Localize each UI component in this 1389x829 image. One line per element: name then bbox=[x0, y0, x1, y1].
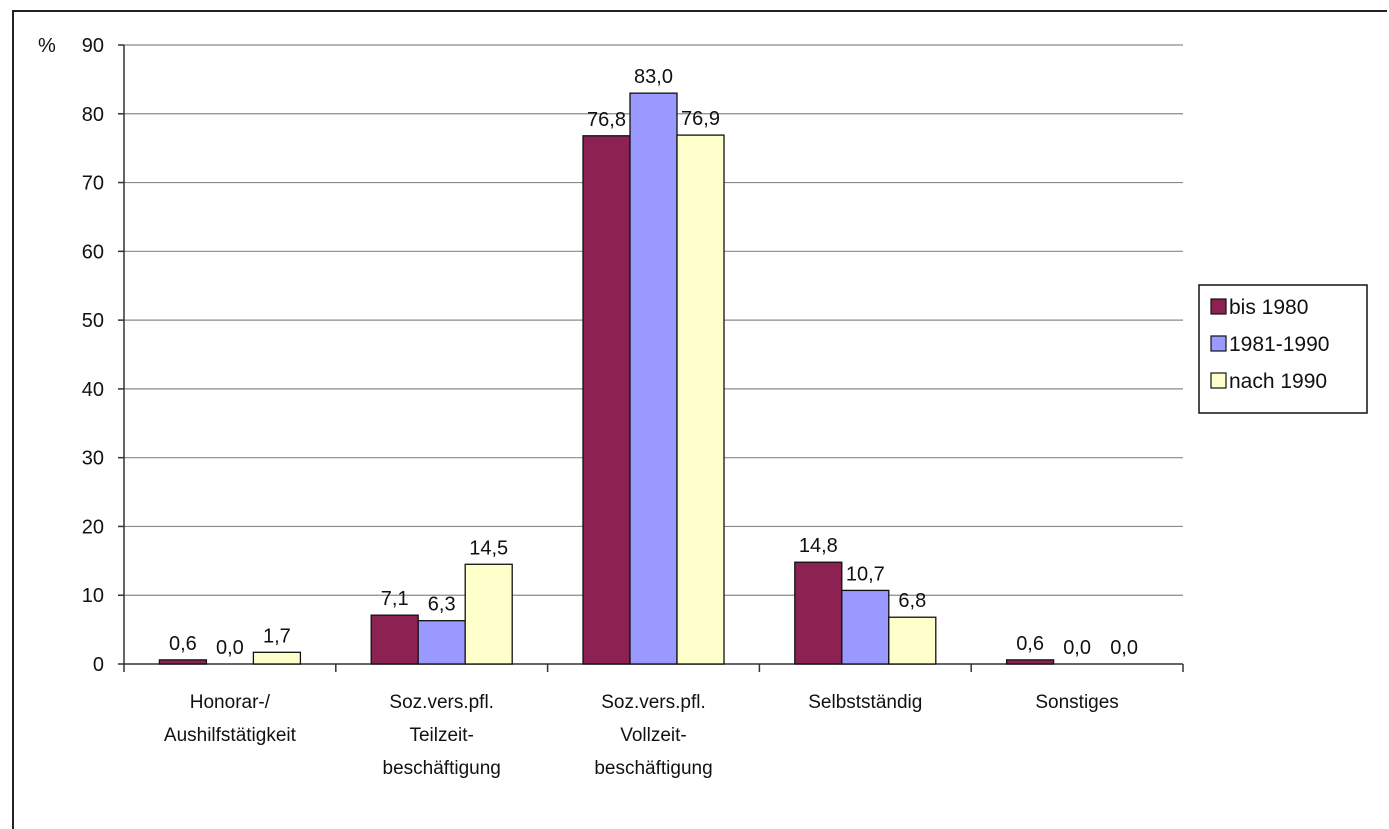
bar bbox=[794, 561, 843, 665]
data-label: 14,5 bbox=[469, 537, 508, 559]
y-axis-label: % bbox=[38, 35, 56, 57]
bar bbox=[158, 659, 208, 665]
bar bbox=[370, 614, 419, 665]
y-tick-label: 90 bbox=[82, 35, 104, 57]
x-tick-label: Sonstiges bbox=[1035, 692, 1118, 713]
legend-swatch bbox=[1210, 372, 1227, 389]
data-label: 0,0 bbox=[1063, 637, 1091, 659]
legend-label: nach 1990 bbox=[1229, 370, 1327, 393]
data-label: 83,0 bbox=[634, 66, 673, 88]
legend-swatch bbox=[1210, 298, 1227, 315]
bar bbox=[1005, 659, 1055, 665]
y-tick-label: 50 bbox=[82, 310, 104, 332]
bar bbox=[417, 620, 466, 665]
legend-swatch bbox=[1210, 335, 1227, 352]
legend-box bbox=[1198, 284, 1368, 414]
y-tick-label: 0 bbox=[93, 654, 104, 676]
y-tick-label: 80 bbox=[82, 104, 104, 126]
data-label: 1,7 bbox=[263, 625, 291, 647]
data-label: 0,0 bbox=[216, 637, 244, 659]
y-tick-label: 70 bbox=[82, 173, 104, 195]
data-label: 6,8 bbox=[898, 590, 926, 612]
legend-label: 1981-1990 bbox=[1229, 333, 1329, 356]
data-label: 0,0 bbox=[1110, 637, 1138, 659]
y-tick-label: 60 bbox=[82, 241, 104, 263]
y-tick-label: 40 bbox=[82, 379, 104, 401]
bar bbox=[252, 651, 302, 665]
bar bbox=[841, 589, 890, 665]
x-tick-label: Honorar-/Aushilfstätigkeit bbox=[164, 692, 297, 746]
y-tick-label: 20 bbox=[82, 516, 104, 538]
x-tick-label: Selbstständig bbox=[808, 692, 922, 713]
bar bbox=[464, 563, 513, 665]
bar bbox=[888, 616, 937, 665]
bar bbox=[676, 134, 725, 665]
data-label: 10,7 bbox=[846, 563, 885, 585]
data-label: 14,8 bbox=[799, 535, 838, 557]
x-tick-label: Soz.vers.pfl. Teilzeit-beschäftigung bbox=[383, 692, 501, 779]
legend-label: bis 1980 bbox=[1229, 296, 1308, 319]
y-tick-label: 10 bbox=[82, 585, 104, 607]
data-label: 76,8 bbox=[587, 109, 626, 131]
data-label: 7,1 bbox=[381, 588, 409, 610]
data-label: 0,6 bbox=[169, 633, 197, 655]
data-label: 6,3 bbox=[428, 594, 456, 616]
data-label: 76,9 bbox=[681, 108, 720, 130]
bar bbox=[629, 92, 678, 665]
data-label: 0,6 bbox=[1016, 633, 1044, 655]
y-tick-label: 30 bbox=[82, 448, 104, 470]
bar bbox=[582, 135, 631, 665]
x-tick-label: Soz.vers.pfl. Vollzeit-beschäftigung bbox=[594, 692, 712, 779]
